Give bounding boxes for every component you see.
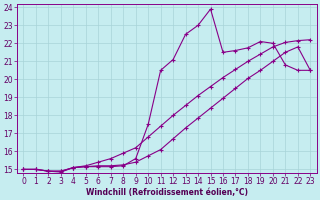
- X-axis label: Windchill (Refroidissement éolien,°C): Windchill (Refroidissement éolien,°C): [86, 188, 248, 197]
